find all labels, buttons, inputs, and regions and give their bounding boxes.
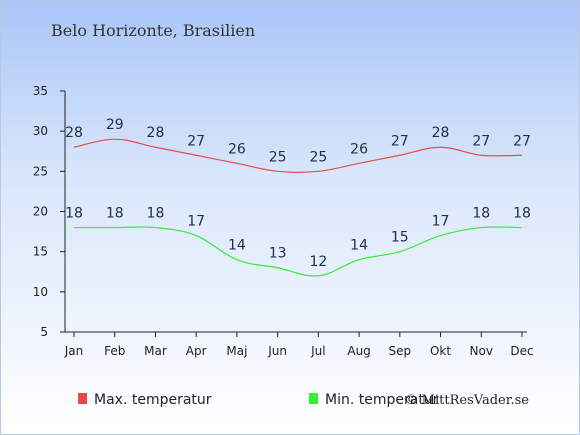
legend-swatch-min bbox=[309, 393, 318, 404]
y-tick-label: 25 bbox=[33, 164, 48, 178]
series-line-min bbox=[74, 226, 523, 277]
chart-title: Belo Horizonte, Brasilien bbox=[51, 21, 256, 40]
x-tick-label: Nov bbox=[470, 344, 493, 358]
data-label-max: 27 bbox=[513, 133, 531, 149]
data-label-max: 28 bbox=[432, 125, 450, 141]
legend-swatch-max bbox=[78, 393, 87, 404]
data-label-max: 26 bbox=[228, 141, 246, 157]
data-label-min: 15 bbox=[391, 230, 409, 246]
data-label-min: 18 bbox=[147, 206, 165, 222]
x-tick-label: Maj bbox=[226, 344, 247, 358]
data-label-min: 17 bbox=[187, 214, 205, 230]
data-label-min: 18 bbox=[513, 206, 531, 222]
data-label-min: 18 bbox=[472, 206, 490, 222]
x-tick-label: Feb bbox=[104, 344, 125, 358]
x-tick-label: Aug bbox=[347, 344, 370, 358]
x-tick-label: Apr bbox=[186, 344, 207, 358]
legend-label-max: Max. temperatur bbox=[94, 392, 212, 408]
y-tick-label: 15 bbox=[33, 245, 48, 259]
data-label-max: 27 bbox=[391, 133, 409, 149]
x-tick-label: Jul bbox=[310, 344, 325, 358]
data-label-max: 29 bbox=[106, 117, 124, 133]
data-label-max: 25 bbox=[269, 149, 287, 165]
x-tick-label: Sep bbox=[389, 344, 412, 358]
y-tick-label: 10 bbox=[33, 285, 48, 299]
legend-label-min: Min. temperatur bbox=[325, 392, 439, 408]
data-label-max: 27 bbox=[472, 133, 490, 149]
y-tick-label: 5 bbox=[40, 325, 48, 339]
data-label-max: 28 bbox=[65, 125, 83, 141]
data-label-min: 13 bbox=[269, 246, 287, 262]
data-label-min: 12 bbox=[309, 254, 327, 270]
series-line-max bbox=[73, 138, 523, 174]
data-label-max: 26 bbox=[350, 141, 368, 157]
x-tick-label: Okt bbox=[430, 344, 451, 358]
data-label-min: 17 bbox=[432, 214, 450, 230]
x-tick-label: Jun bbox=[267, 344, 287, 358]
data-label-min: 18 bbox=[65, 206, 83, 222]
data-label-max: 27 bbox=[187, 133, 205, 149]
y-tick-label: 35 bbox=[33, 84, 48, 98]
y-tick-label: 20 bbox=[33, 205, 48, 219]
y-tick-label: 30 bbox=[33, 124, 48, 138]
data-label-max: 25 bbox=[309, 149, 327, 165]
credit-text: © MittResVader.se bbox=[405, 393, 530, 408]
data-label-max: 28 bbox=[147, 125, 165, 141]
x-tick-label: Dec bbox=[510, 344, 533, 358]
data-label-min: 18 bbox=[106, 206, 124, 222]
x-tick-label: Mar bbox=[144, 344, 167, 358]
data-label-min: 14 bbox=[350, 238, 368, 254]
data-label-min: 14 bbox=[228, 238, 246, 254]
x-tick-label: Jan bbox=[64, 344, 84, 358]
